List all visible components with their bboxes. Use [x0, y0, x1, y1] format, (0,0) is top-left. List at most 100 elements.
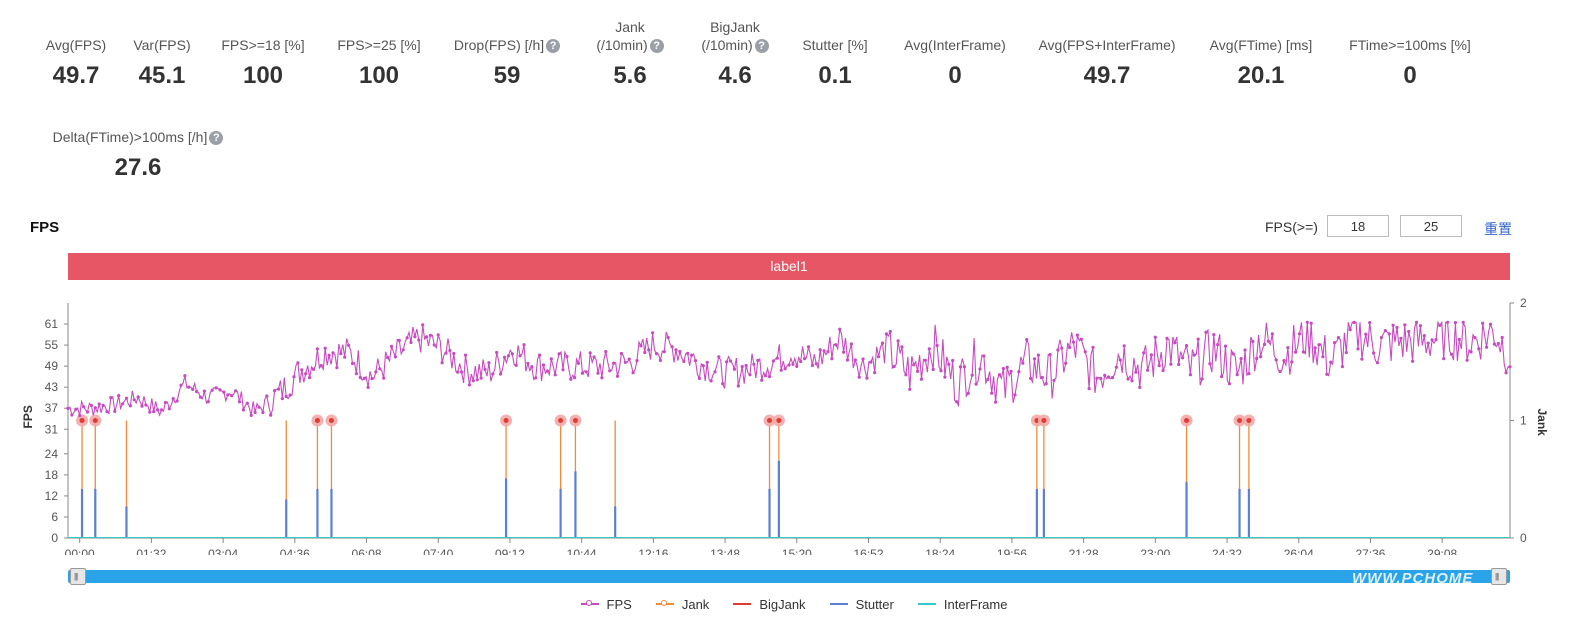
fps-threshold-high-input[interactable] [1400, 215, 1462, 237]
metric-label: FPS>=18 [%] [221, 37, 305, 53]
fps-point [1321, 355, 1325, 359]
fps-point [1204, 330, 1208, 334]
fps-point [588, 351, 592, 355]
timeline-scrollbar[interactable] [68, 570, 1510, 583]
legend-item[interactable]: BigJank [733, 597, 806, 612]
fps-point [124, 396, 129, 400]
help-icon[interactable]: ? [754, 39, 769, 54]
y-tick-label: 31 [45, 422, 59, 436]
x-tick-label: 04:36 [280, 547, 310, 555]
fps-point [721, 382, 725, 386]
fps-point [308, 376, 312, 380]
legend-item[interactable]: Jank [655, 597, 709, 612]
fps-point [631, 371, 635, 375]
fps-point [728, 359, 733, 363]
fps-point [845, 358, 850, 362]
fps-point [923, 358, 928, 362]
fps-point [1336, 336, 1341, 340]
fps-point [916, 369, 920, 373]
fps-point [304, 372, 308, 376]
fps-point [705, 360, 709, 364]
fps-point [191, 387, 195, 391]
fps-point [1297, 332, 1302, 336]
fps-point [354, 372, 358, 376]
fps-point [803, 357, 807, 361]
fps-point [1262, 342, 1267, 346]
fps-point [982, 354, 986, 358]
fps-point [1430, 338, 1434, 342]
fps-point [292, 375, 296, 379]
fps-point [1188, 373, 1192, 377]
fps-point [908, 387, 912, 391]
metric-label: BigJank (/10min) [701, 19, 760, 53]
fps-point [1449, 352, 1454, 356]
fps-point [206, 400, 210, 404]
fps-point [701, 364, 705, 368]
help-icon[interactable]: ? [546, 39, 561, 54]
help-icon[interactable]: ? [209, 131, 224, 146]
fps-point [436, 333, 440, 337]
fps-point [1243, 348, 1247, 352]
event-spikes [68, 414, 1510, 538]
fps-point [171, 397, 175, 401]
fps-point [818, 348, 822, 352]
fps-point [1196, 337, 1200, 341]
fps-point [775, 356, 779, 360]
fps-point [1329, 360, 1333, 364]
fps-point [1142, 351, 1146, 355]
legend-item[interactable]: Stutter [829, 597, 894, 612]
y2-axis-label: Jank [1535, 409, 1549, 437]
fps-point [904, 373, 908, 377]
fps-point [1071, 340, 1076, 344]
watermark: WWW.PCHOME [1352, 570, 1474, 587]
fps-point [214, 386, 218, 390]
y-tick-label: 6 [51, 510, 58, 524]
fps-point [1169, 362, 1173, 366]
fps-point [85, 410, 90, 414]
fps-point [276, 387, 281, 391]
chart-grid [67, 303, 1511, 539]
fps-point [1286, 346, 1290, 350]
fps-point [779, 368, 783, 372]
fps-threshold-low-input[interactable] [1327, 215, 1389, 237]
fps-point [849, 342, 854, 346]
fps-point [198, 395, 203, 399]
scroll-handle-right[interactable] [1491, 568, 1507, 585]
fps-point [499, 372, 503, 376]
fps-point [814, 362, 818, 366]
legend-item[interactable]: InterFrame [917, 596, 1008, 612]
fps-point [1134, 370, 1138, 374]
fps-point [101, 403, 105, 407]
fps-point [541, 363, 546, 367]
legend-label: InterFrame [943, 596, 1008, 612]
x-tick-label: 12:16 [638, 547, 668, 555]
fps-point [1325, 372, 1329, 376]
help-icon[interactable]: ? [649, 39, 664, 54]
legend-item[interactable]: FPS [580, 597, 632, 612]
metric-value: 4.6 [718, 62, 752, 89]
y-axis-label: FPS [21, 405, 35, 428]
scroll-handle-left[interactable] [70, 568, 86, 585]
x-tick-label: 27:36 [1355, 547, 1385, 555]
fps-point [896, 339, 900, 343]
x-tick-label: 09:12 [495, 547, 525, 555]
fps-point [1231, 352, 1235, 356]
fps-point [760, 378, 764, 382]
metric-bigjank: BigJank (/10min)? 4.6 [690, 18, 780, 90]
fps-point [491, 372, 495, 376]
reset-button[interactable]: 重置 [1484, 221, 1512, 237]
fps-point [986, 377, 990, 381]
fps-point [857, 375, 861, 379]
fps-point [140, 404, 144, 408]
fps-point [576, 361, 581, 365]
fps-point [744, 363, 748, 368]
metric-avg-fps: Avg(FPS) 49.7 [38, 36, 114, 90]
fps-point [1173, 341, 1177, 345]
fps-point [386, 355, 390, 360]
fps-point [826, 350, 830, 354]
fps-point [1212, 333, 1216, 337]
fps-point [569, 377, 573, 381]
y2-tick-label: 2 [1520, 296, 1527, 310]
fps-point [670, 345, 674, 349]
